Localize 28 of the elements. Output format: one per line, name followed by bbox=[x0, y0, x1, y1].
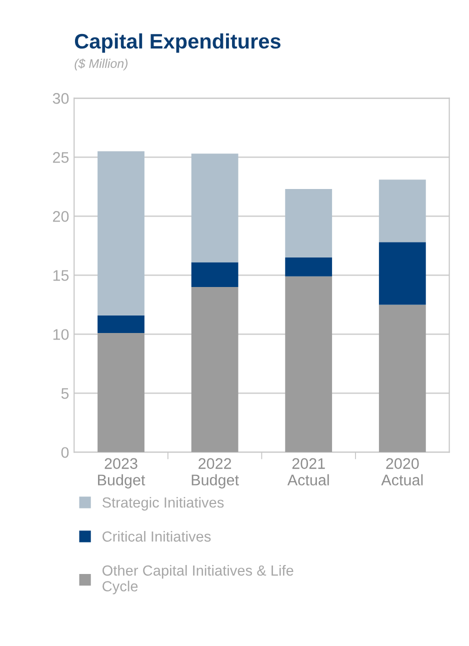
chart-title: Capital Expenditures bbox=[74, 33, 280, 53]
bar bbox=[98, 315, 144, 334]
y-tick-label: 0 bbox=[61, 447, 69, 458]
y-tick-label: 25 bbox=[53, 152, 69, 163]
y-tick-label: 15 bbox=[53, 270, 69, 281]
bar bbox=[191, 286, 238, 452]
bar bbox=[191, 262, 238, 287]
bar bbox=[98, 333, 144, 452]
x-tick-label: 2021 Actual bbox=[287, 458, 329, 486]
y-tick-label: 20 bbox=[53, 211, 69, 222]
bar bbox=[285, 189, 332, 258]
bar bbox=[191, 154, 238, 262]
bar bbox=[378, 180, 426, 242]
x-tick-label: 2020 Actual bbox=[381, 458, 423, 486]
bar bbox=[378, 304, 426, 452]
bar bbox=[378, 242, 426, 305]
chart-subtitle: ($ Million) bbox=[74, 58, 128, 70]
x-tick-label: 2022 Budget bbox=[192, 458, 239, 488]
y-tick-label: 5 bbox=[61, 388, 69, 399]
legend-label: Strategic Initiatives bbox=[102, 496, 224, 511]
bar bbox=[285, 276, 332, 452]
legend-label: Other Capital Initiatives & Life Cycle bbox=[102, 564, 294, 594]
legend-label: Critical Initiatives bbox=[102, 530, 211, 542]
y-tick-label: 30 bbox=[52, 93, 69, 104]
bar bbox=[98, 151, 144, 316]
y-tick-label: 10 bbox=[53, 329, 69, 340]
bar bbox=[285, 257, 332, 276]
x-tick-label: 2023 Budget bbox=[98, 458, 146, 488]
